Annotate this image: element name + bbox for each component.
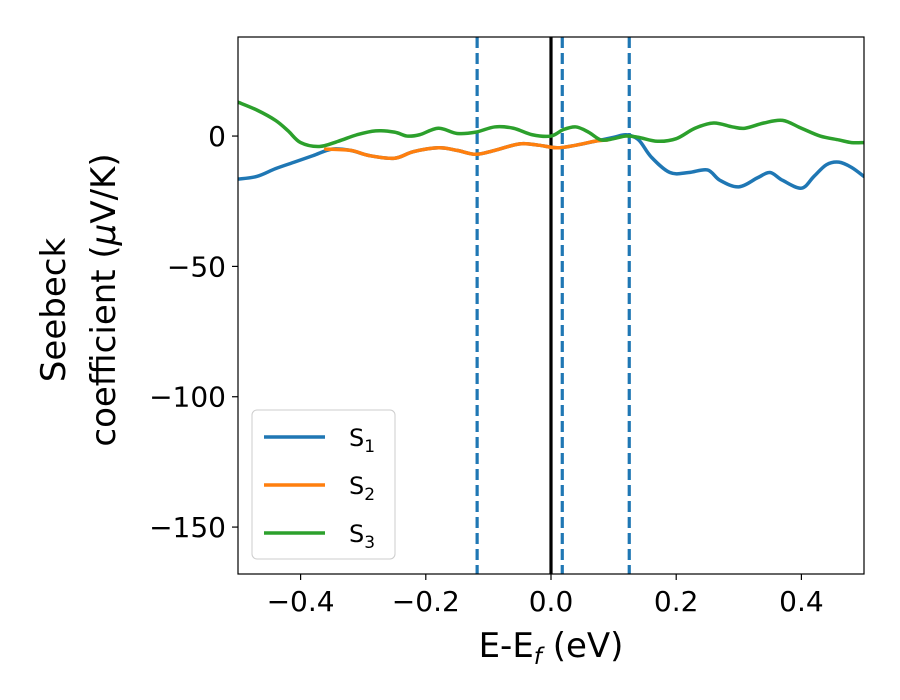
x-axis-label-subscript: f xyxy=(534,644,545,670)
series-line-s2 xyxy=(323,138,610,161)
y-axis-label-text: coefficient ( xyxy=(84,245,124,446)
series-line-s3 xyxy=(238,100,864,149)
series-lines xyxy=(238,100,864,190)
y-axis-label-mu: μ xyxy=(84,224,124,247)
y-tick-label: 0 xyxy=(208,120,226,153)
x-tick-label: 0.4 xyxy=(779,585,824,618)
x-axis-label-main: E-E xyxy=(479,626,534,666)
x-tick-label: 0.2 xyxy=(654,585,699,618)
x-tick-label: 0.0 xyxy=(529,585,574,618)
vertical-lines xyxy=(475,37,631,574)
x-tick-label: −0.2 xyxy=(392,585,460,618)
y-tick-label: −50 xyxy=(167,250,226,283)
x-axis-ticks: −0.4 −0.2 0.0 0.2 0.4 xyxy=(267,574,824,618)
y-axis-ticks: 0 −50 −100 −150 xyxy=(149,120,238,544)
legend: S1 S2 S3 xyxy=(251,409,396,560)
y-tick-label: −100 xyxy=(149,381,226,414)
legend-label-s1: S1 xyxy=(349,424,375,457)
x-tick-label: −0.4 xyxy=(267,585,335,618)
y-axis-label-line2: coefficient (μV/K) xyxy=(84,153,124,446)
x-axis-label: E-Ef (eV) xyxy=(479,626,624,670)
legend-label-s2: S2 xyxy=(349,472,375,505)
y-tick-label: −150 xyxy=(149,511,226,544)
legend-label-s3: S3 xyxy=(349,520,375,553)
y-axis-label-unit: V/K) xyxy=(84,153,124,223)
x-axis-label-unit: (eV) xyxy=(542,626,624,666)
y-axis-label-line1: Seebeck xyxy=(34,238,74,383)
